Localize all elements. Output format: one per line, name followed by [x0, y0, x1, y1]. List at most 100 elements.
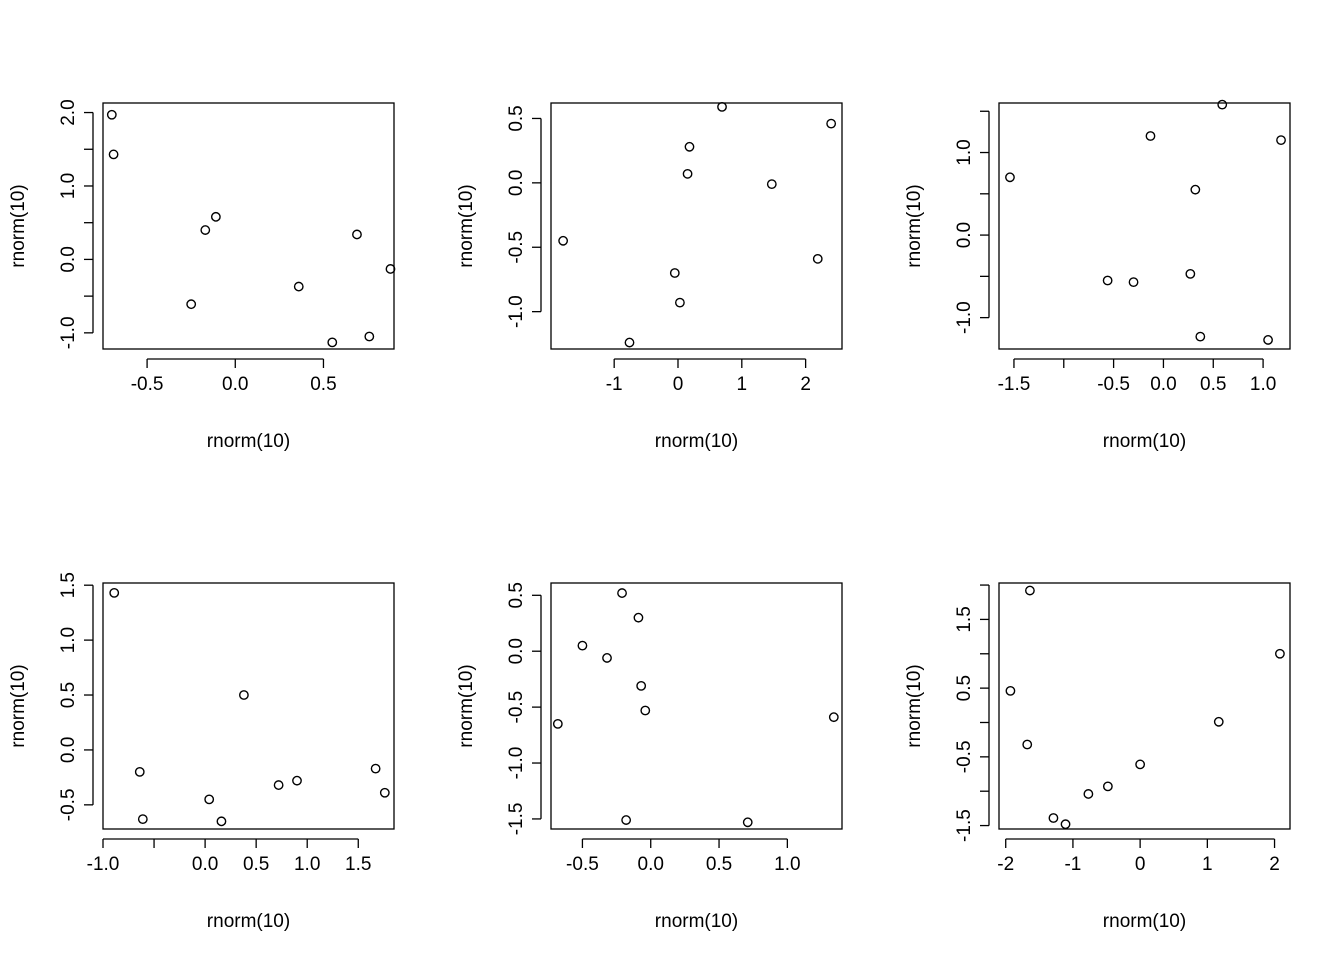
- x-tick-label: -1: [1064, 854, 1081, 875]
- data-point: [1048, 813, 1059, 823]
- data-point: [1005, 172, 1015, 183]
- x-tick-label: 0.5: [1200, 374, 1226, 395]
- data-point: [624, 337, 635, 348]
- data-point: [617, 588, 627, 598]
- y-axis-title: rnorm(10): [8, 664, 29, 747]
- x-tick-label: -1.5: [998, 374, 1031, 395]
- data-point: [137, 814, 148, 825]
- y-tick-label: 0.0: [954, 222, 975, 248]
- data-point: [1025, 585, 1035, 596]
- data-point: [1275, 648, 1285, 659]
- x-axis-title: rnorm(10): [1103, 911, 1186, 932]
- data-point: [200, 225, 211, 235]
- data-point: [385, 264, 396, 274]
- data-point: [684, 141, 695, 152]
- y-tick-label: -1.0: [58, 316, 79, 349]
- x-tick-label: 0.0: [1150, 374, 1176, 395]
- y-tick-label: -0.5: [506, 231, 527, 264]
- data-point: [1213, 716, 1224, 727]
- plot-frame: [550, 582, 843, 830]
- y-tick-label: 1.0: [58, 173, 79, 199]
- plot-frame: [102, 582, 395, 830]
- x-tick-label: 0.0: [638, 854, 664, 875]
- y-tick-label: -1.5: [506, 803, 527, 836]
- x-tick-label: 1.0: [294, 854, 320, 875]
- data-point: [669, 268, 680, 278]
- x-axis-title: rnorm(10): [1103, 431, 1186, 452]
- y-tick-label: 0.5: [954, 675, 975, 701]
- data-point: [1190, 184, 1201, 195]
- y-tick-label: 0.0: [58, 737, 79, 763]
- data-point: [682, 168, 693, 179]
- y-axis-title: rnorm(10): [456, 664, 477, 747]
- x-tick-label: 0: [673, 374, 684, 395]
- x-tick-label: 2: [1269, 854, 1280, 875]
- data-point: [379, 787, 390, 798]
- data-point: [186, 299, 197, 310]
- plot-frame: [102, 102, 395, 350]
- x-tick-label: 0.0: [222, 374, 248, 395]
- x-tick-label: 0.5: [243, 854, 269, 875]
- x-axis-title: rnorm(10): [207, 911, 290, 932]
- y-tick-label: -1.0: [506, 295, 527, 328]
- data-point: [675, 297, 685, 308]
- y-tick-label: 1.5: [58, 572, 79, 598]
- data-point: [204, 794, 215, 805]
- data-point: [1083, 789, 1094, 799]
- scatter-panel-2: -1 0 1 2 -1.0 -0.5 0.0 0.5 rnorm(10) rnorm(10): [456, 101, 843, 452]
- y-axis-title: rnorm(10): [456, 184, 477, 267]
- data-point: [1022, 739, 1033, 750]
- y-tick-label: 0.0: [58, 246, 79, 272]
- y-axis-title: rnorm(10): [904, 664, 925, 747]
- x-axis-title: rnorm(10): [207, 431, 290, 452]
- x-tick-label: 0.5: [310, 374, 336, 395]
- data-point: [640, 705, 651, 716]
- data-point: [1195, 331, 1206, 342]
- data-point: [826, 118, 837, 129]
- data-point: [1217, 99, 1228, 110]
- y-tick-label: -0.5: [954, 740, 975, 773]
- x-axis-title: rnorm(10): [655, 431, 738, 452]
- data-point: [577, 640, 588, 651]
- scatter-panel-5: -0.5 0.0 0.5 1.0 -1.5 -1.0 -0.5 0.0 0.5 rnorm(10)…: [456, 582, 843, 932]
- x-tick-label: 1: [737, 374, 748, 395]
- data-point: [552, 718, 563, 729]
- scatter-panel-4: -1.0 0.0 0.5 1.0 1.5 -0.5 0.0 0.5 1.0 1.5 rnorm(10…: [8, 572, 395, 932]
- data-point: [352, 229, 362, 240]
- y-axis-title: rnorm(10): [904, 184, 925, 267]
- x-tick-label: -0.5: [1097, 374, 1130, 395]
- x-tick-label: 1.0: [774, 854, 800, 875]
- x-tick-label: 1.0: [1250, 374, 1276, 395]
- data-point: [717, 101, 727, 112]
- data-point: [1145, 131, 1156, 141]
- x-tick-label: 1.5: [345, 854, 371, 875]
- y-tick-label: 0.5: [506, 582, 527, 608]
- data-point: [216, 816, 227, 827]
- y-tick-label: 0.0: [506, 170, 527, 196]
- data-point: [812, 253, 823, 264]
- y-tick-label: -1.5: [954, 809, 975, 842]
- x-tick-label: -1.0: [87, 854, 120, 875]
- plot-frame: [550, 102, 843, 350]
- y-tick-label: 1.5: [954, 606, 975, 632]
- scatter-panel-1: -0.5 0.0 0.5 -1.0 0.0 1.0 2.0 rnorm(10) rnorm(10…: [8, 99, 396, 452]
- data-point: [602, 653, 612, 663]
- data-point: [370, 763, 381, 774]
- y-axis-title: rnorm(10): [8, 184, 29, 267]
- data-point: [1128, 277, 1139, 288]
- y-tick-label: 1.0: [954, 139, 975, 165]
- data-point: [1060, 819, 1071, 830]
- x-axis-title: rnorm(10): [655, 911, 738, 932]
- data-point: [766, 179, 777, 190]
- data-point: [327, 337, 338, 348]
- data-point: [1185, 268, 1196, 279]
- data-point: [636, 680, 647, 691]
- data-point: [1263, 335, 1273, 345]
- data-point: [633, 612, 644, 623]
- data-point: [1135, 759, 1146, 770]
- data-point: [621, 815, 632, 825]
- y-tick-label: 0.0: [506, 638, 527, 664]
- data-point: [828, 712, 839, 723]
- y-tick-label: -0.5: [58, 788, 79, 821]
- data-point: [210, 211, 221, 222]
